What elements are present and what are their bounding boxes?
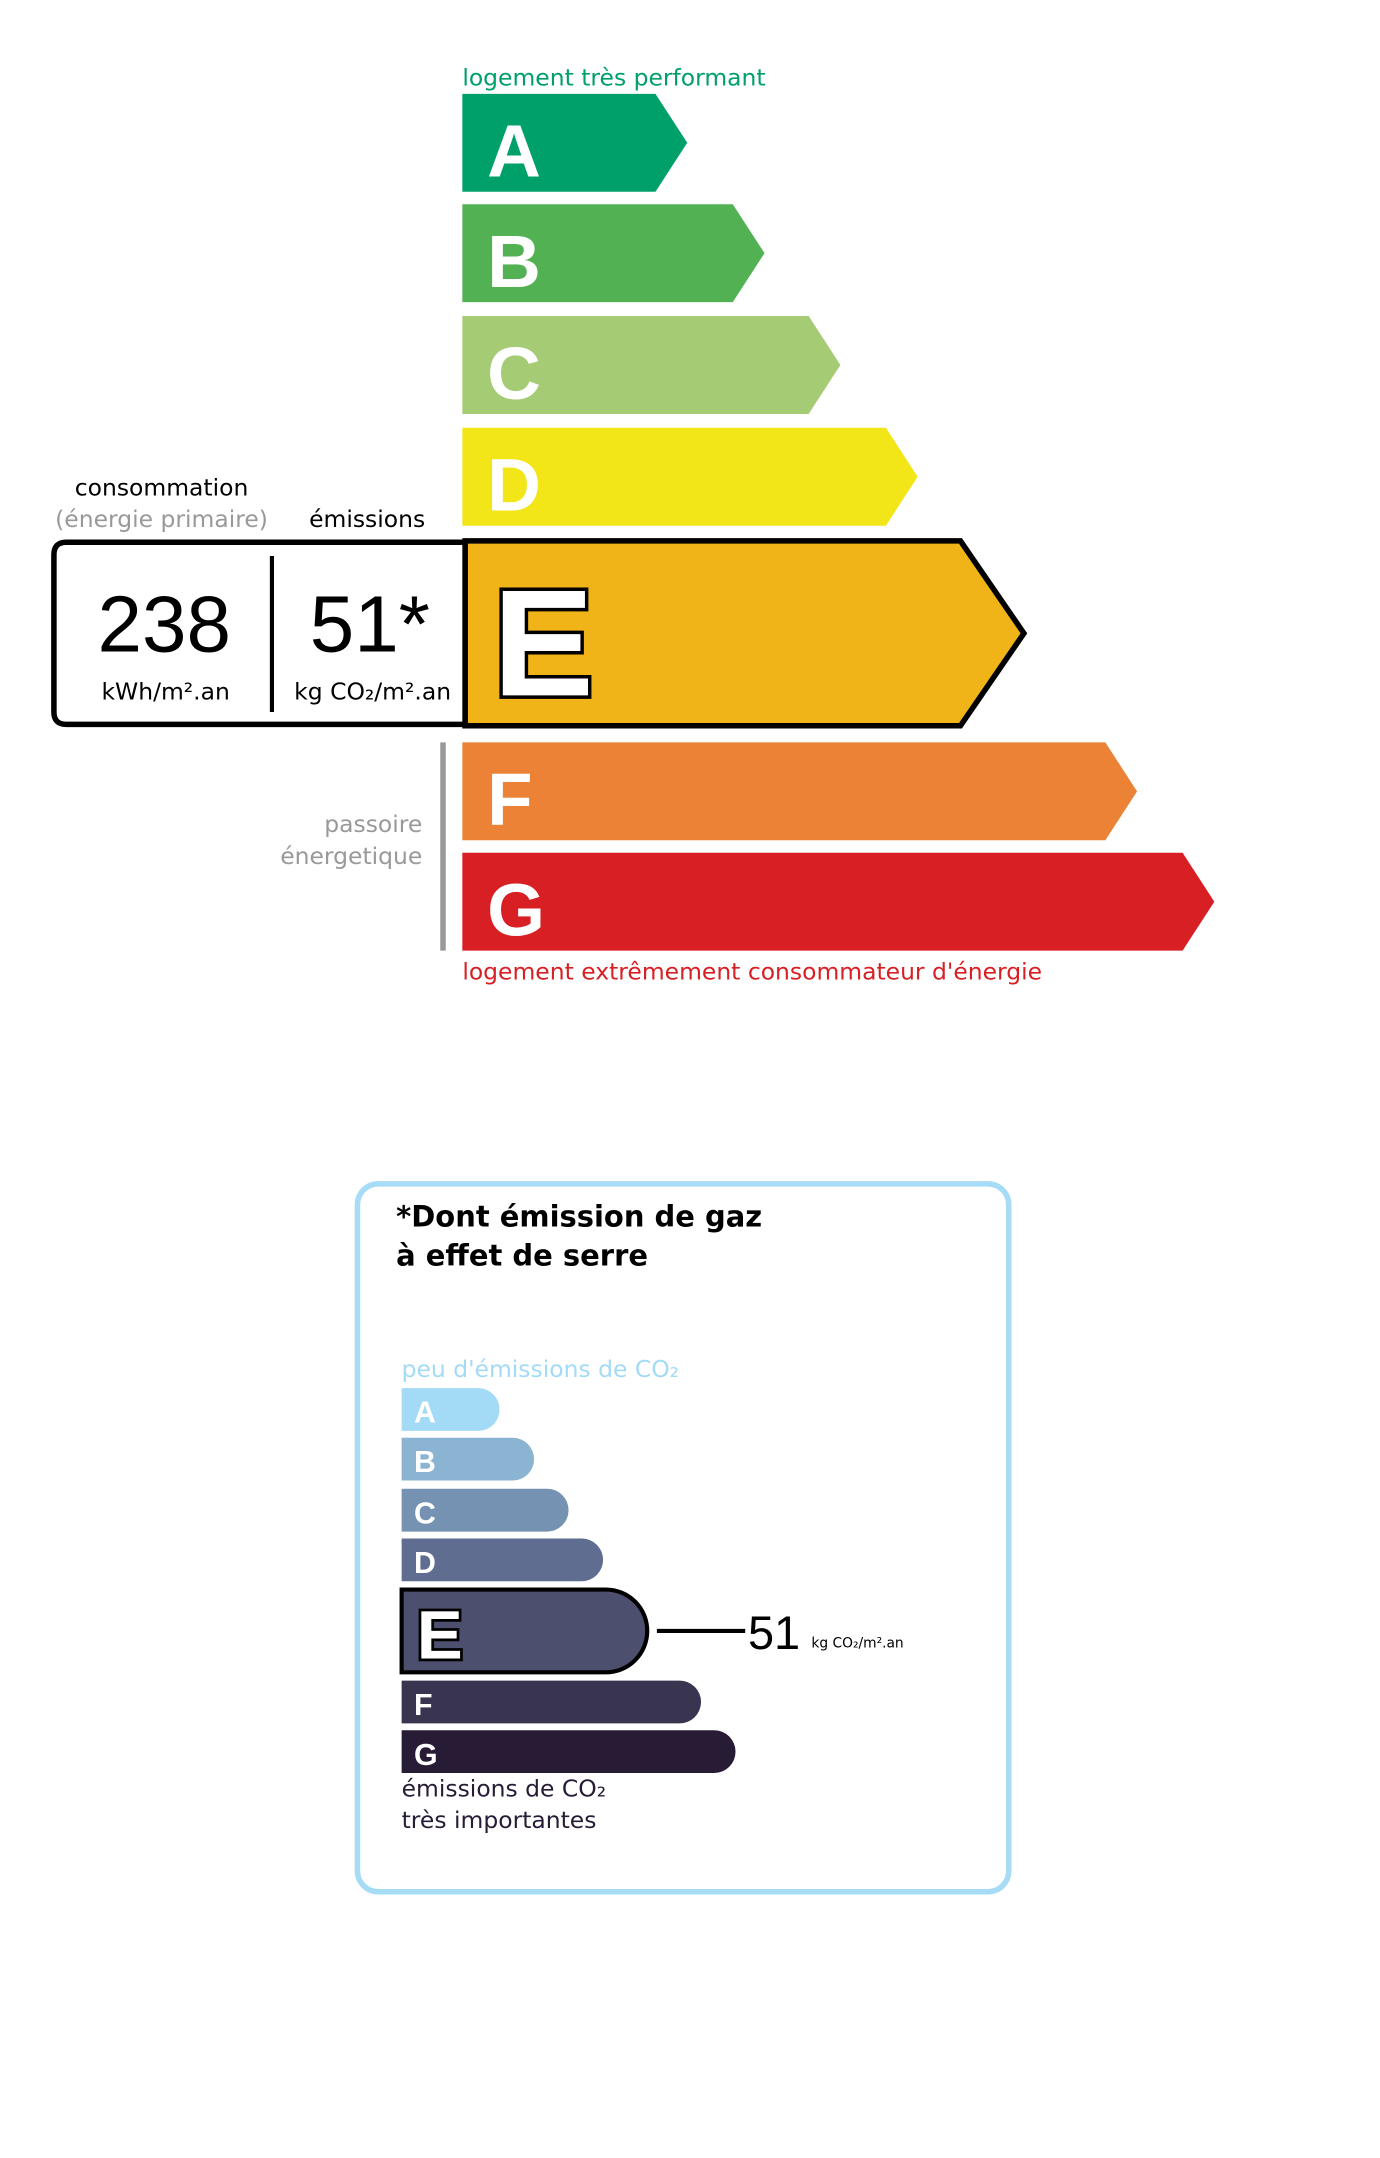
ges-letter: C: [414, 1497, 436, 1530]
consumption-subheading: (énergie primaire): [55, 505, 268, 533]
ges-value: 51: [748, 1607, 800, 1659]
value-box: [51, 539, 468, 728]
ges-title-2: à effet de serre: [396, 1238, 648, 1272]
energy-bar-d: [462, 427, 918, 526]
energy-letter: F: [487, 758, 533, 841]
energy-letter: G: [487, 869, 545, 952]
energy-bottom-caption: logement extrêmement consommateur d'éner…: [462, 958, 1042, 986]
consumption-heading: consommation: [75, 473, 249, 501]
ges-bar-d: [401, 1538, 604, 1582]
ges-letter: G: [414, 1739, 438, 1772]
ges-letter: A: [414, 1397, 436, 1430]
ges-bar-e-current: [399, 1587, 650, 1675]
energy-letter: A: [487, 110, 541, 193]
emissions-unit: kg CO₂/m².an: [294, 678, 451, 706]
energy-letter: C: [487, 332, 541, 415]
passoire-label-1: passoire: [324, 810, 422, 838]
ges-bar-c: [401, 1488, 569, 1532]
passoire-label-2: énergetique: [280, 842, 422, 870]
energy-letter: E: [493, 559, 594, 728]
energy-letter: D: [487, 444, 541, 527]
ges-bottom-caption-1: émissions de CO₂: [402, 1774, 607, 1802]
ges-title-1: *Dont émission de gaz: [396, 1200, 762, 1234]
emissions-value: 51*: [310, 579, 430, 668]
ges-bar-b: [401, 1437, 535, 1481]
ges-bar-g: [401, 1730, 736, 1774]
ges-letter: D: [414, 1547, 436, 1580]
ges-top-caption: peu d'émissions de CO₂: [402, 1355, 679, 1383]
consumption-unit: kWh/m².an: [101, 678, 229, 706]
energy-bar-c: [462, 315, 841, 414]
emissions-heading: émissions: [309, 505, 425, 533]
ges-bar-a: [401, 1388, 500, 1431]
consumption-value: 238: [98, 579, 232, 668]
ges-letter: F: [414, 1689, 433, 1722]
energy-top-caption: logement très performant: [462, 64, 765, 92]
ges-letter: E: [417, 1597, 463, 1674]
energy-bar-b: [462, 204, 765, 303]
ges-bar-f: [401, 1680, 702, 1724]
ges-bottom-caption-2: très importantes: [402, 1806, 597, 1834]
ges-letter: B: [414, 1446, 436, 1479]
energy-bar-a: [462, 93, 688, 192]
energy-bar-g: [462, 852, 1215, 951]
energy-bar-f: [462, 742, 1138, 841]
energy-letter: B: [487, 220, 541, 303]
ges-unit: kg CO₂/m².an: [811, 1635, 903, 1651]
